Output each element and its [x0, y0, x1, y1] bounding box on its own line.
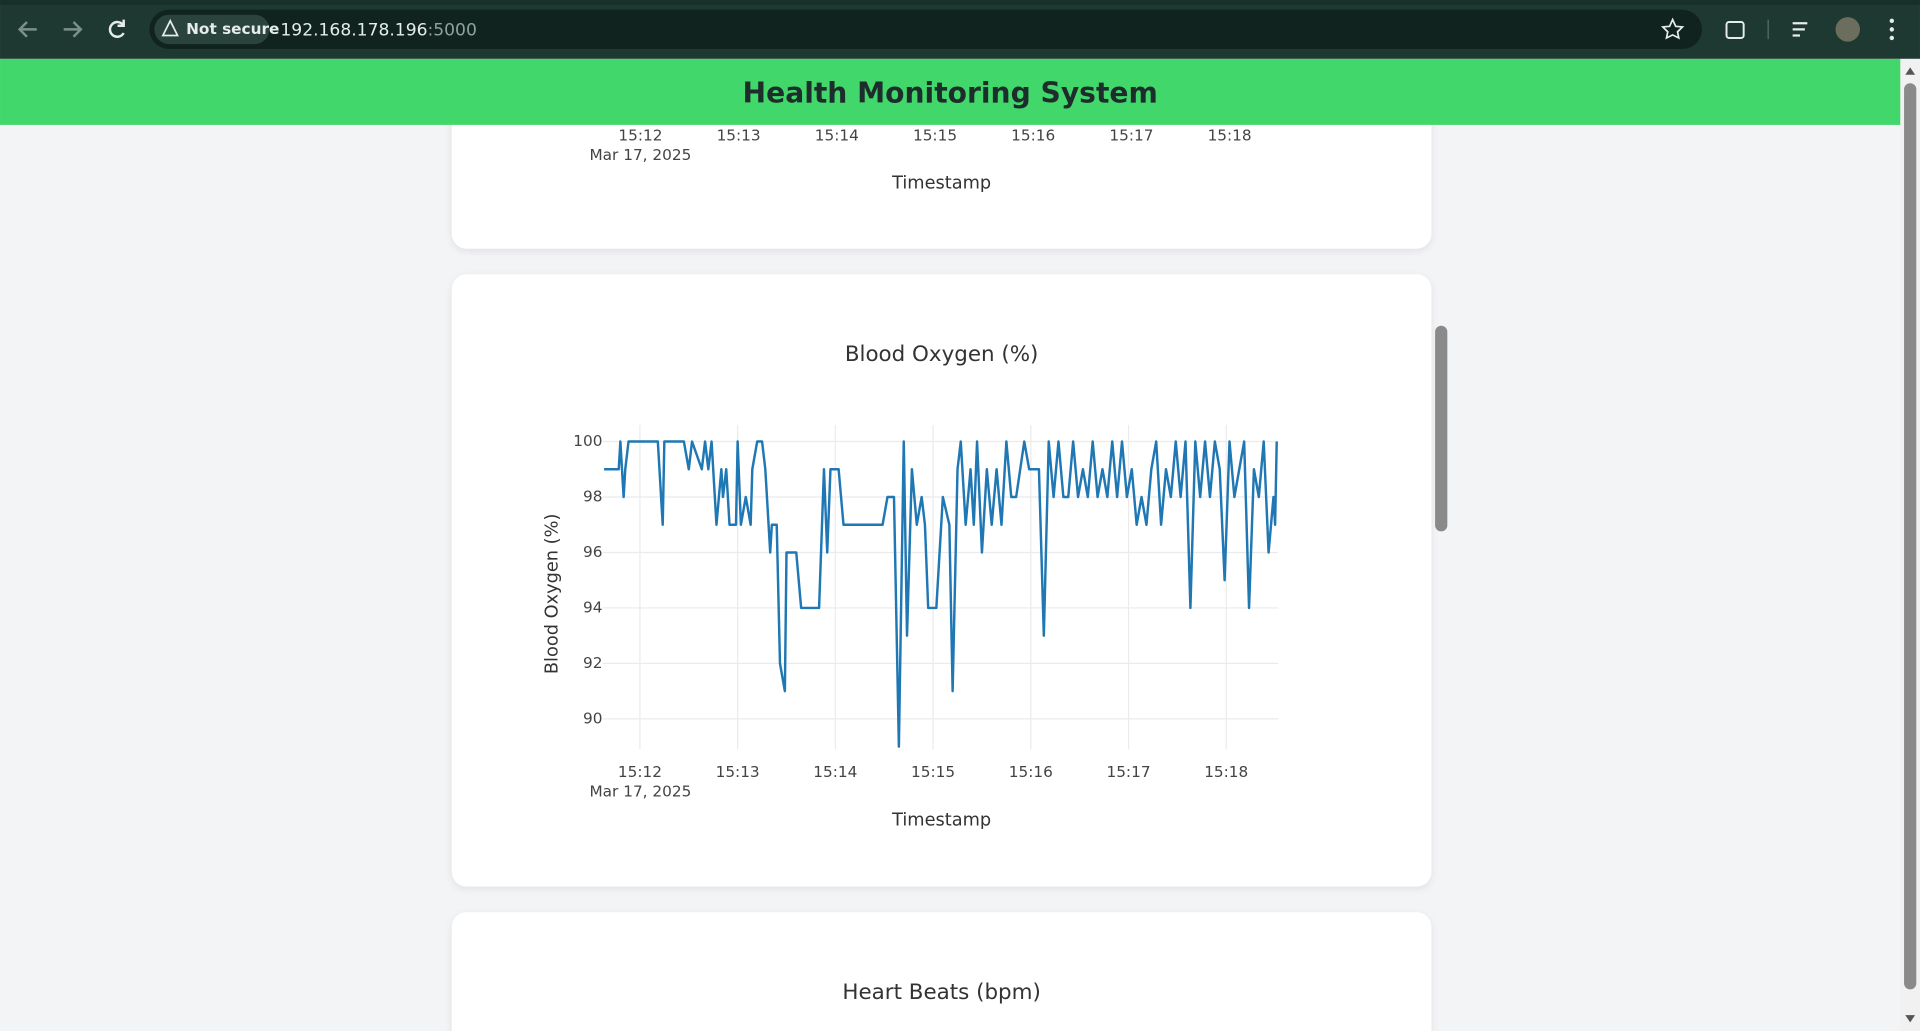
x-tick-label: 15:18 [1204, 763, 1248, 781]
address-bar[interactable] [149, 9, 1703, 49]
scrollbar-thumb[interactable] [1904, 83, 1917, 990]
url-host: 192.168.178.196 [280, 21, 427, 41]
card [451, 912, 1432, 1031]
scroll-up[interactable] [1905, 67, 1916, 75]
media-button[interactable] [1792, 22, 1808, 37]
chart-title: Blood Oxygen (%) [845, 342, 1039, 367]
app-header [0, 58, 1901, 125]
menu-button[interactable] [1889, 18, 1895, 24]
card [451, 274, 1432, 887]
x-tick-label: 15:16 [1009, 763, 1053, 781]
scrollbar-thumb[interactable] [1435, 325, 1448, 532]
previous-chart: 15:12 15:13 15:14 15:15 15:16 15:17 15:18 [618, 126, 1251, 144]
chart-title: Heart Beats (bpm) [842, 980, 1040, 1005]
x-tick-label: 15:17 [1109, 126, 1153, 144]
x-axis-label: Timestamp [891, 810, 991, 830]
x-tick-label: 15:14 [813, 763, 857, 781]
x-tick-label: 15:13 [716, 763, 760, 781]
forward-button[interactable] [63, 21, 83, 38]
security-chip[interactable] [154, 14, 270, 45]
y-tick-label: 98 [583, 487, 602, 505]
x-tick-label: 15:15 [913, 126, 957, 144]
x-tick-label: 15:17 [1106, 763, 1150, 781]
bookmark-star[interactable] [1660, 17, 1685, 40]
profile-avatar[interactable] [1835, 17, 1860, 42]
y-tick-label: 90 [583, 709, 602, 727]
x-tick-label: 15:12 [618, 126, 662, 144]
extensions-button[interactable] [1725, 21, 1745, 39]
url: 192.168.178.196:5000 [280, 21, 476, 41]
menu-button [1889, 27, 1895, 32]
security-text: Not secure [186, 20, 279, 38]
reload-button[interactable] [108, 19, 125, 38]
y-tick-label: 96 [583, 543, 602, 561]
x-tick-label: 15:18 [1208, 126, 1252, 144]
x-axis-label: Timestamp [891, 174, 991, 194]
x-tick-label: 15:12 [618, 763, 662, 781]
x-tick-label: 15:14 [815, 126, 859, 144]
x-tick-label: 15:16 [1011, 126, 1055, 144]
y-tick-label: 92 [583, 654, 602, 672]
scroll-down[interactable] [1905, 1015, 1916, 1023]
y-tick-label: 100 [573, 432, 602, 450]
y-tick-label: 94 [583, 598, 602, 616]
app-title: Health Monitoring System [743, 76, 1158, 109]
url-port: :5000 [427, 21, 476, 41]
page-background [1451, 124, 1901, 1031]
back-button[interactable] [17, 21, 37, 38]
x-tick-label: 15:15 [911, 763, 955, 781]
data-line [604, 440, 1278, 748]
menu-button [1889, 35, 1895, 41]
x-tick-label: 15:13 [717, 126, 761, 144]
x-date-label: Mar 17, 2025 [589, 146, 691, 164]
warning-icon [161, 18, 179, 37]
plot: 15:12 15:13 15:14 15:15 15:16 15:17 15:18 90 92 9… [573, 424, 1279, 781]
tab-strip [0, 0, 1920, 5]
x-date-label: Mar 17, 2025 [589, 783, 691, 801]
y-axis-label: Blood Oxygen (%) [542, 514, 562, 675]
